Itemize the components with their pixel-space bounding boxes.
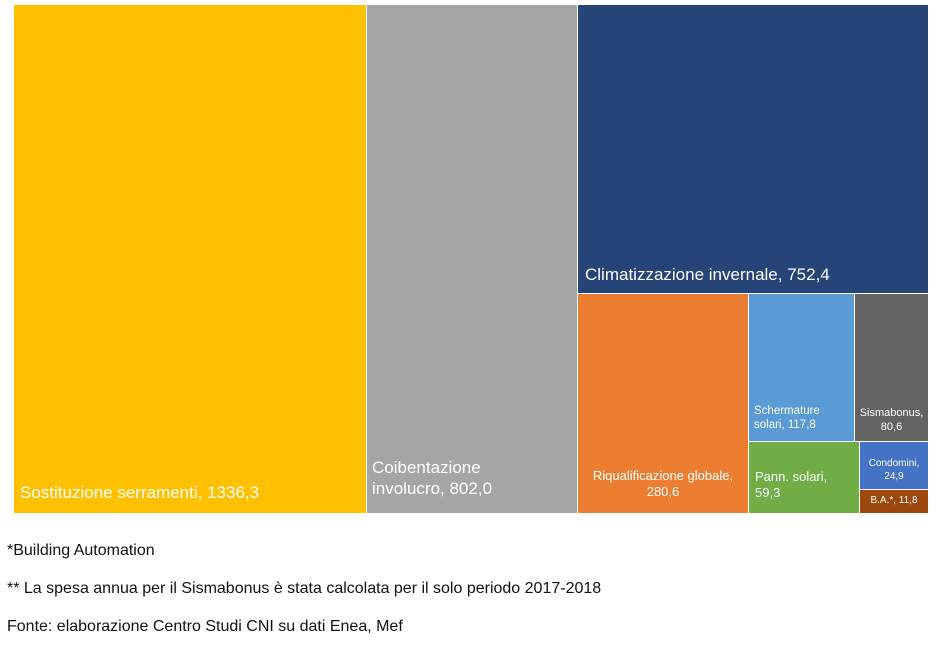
tile-building-automation: B.A.*, 11,8 — [860, 490, 928, 513]
tile-climatizzazione: Climatizzazione invernale, 752,4 — [578, 5, 928, 293]
tile-sismabonus: Sismabonus, 80,6 — [855, 294, 928, 441]
tile-riqualificazione: Riqualificazione globale, 280,6 — [578, 294, 748, 513]
tile-label-climatizzazione: Climatizzazione invernale, 752,4 — [585, 265, 830, 284]
building-automation-footnote: *Building Automation — [7, 542, 155, 559]
tile-label-riqualificazione: Riqualificazione globale, 280,6 — [592, 468, 734, 500]
tile-sostituzione: Sostituzione serramenti, 1336,3 — [14, 5, 366, 513]
tile-schermature: Schermature solari, 117,8 — [749, 294, 854, 441]
tile-label-sismabonus: Sismabonus, 80,6 — [859, 407, 924, 433]
tile-coibentazione: Coibentazione involucro, 802,0 — [367, 5, 577, 513]
tile-condomini: Condomini, 24,9 — [860, 442, 928, 489]
tile-pannelli: Pann. solari, 59,3 — [749, 442, 859, 513]
tile-label-coibentazione: Coibentazione involucro, 802,0 — [372, 458, 493, 499]
tile-label-schermature: Schermature solari, 117,8 — [754, 405, 820, 432]
tile-label-sostituzione: Sostituzione serramenti, 1336,3 — [20, 483, 260, 502]
tile-label-condomini: Condomini, 24,9 — [868, 458, 920, 482]
sismabonus-footnote: ** La spesa annua per il Sismabonus è st… — [7, 580, 602, 597]
tile-label-building-automation: B.A.*, 11,8 — [870, 495, 918, 506]
source-note: Fonte: elaborazione Centro Studi CNI su … — [7, 618, 403, 635]
footnotes: *Building Automation ** La spesa annua p… — [7, 540, 927, 654]
tile-label-pannelli: Pann. solari, 59,3 — [755, 469, 828, 501]
treemap-chart: Sostituzione serramenti, 1336,3 Coibentaz… — [14, 5, 928, 513]
